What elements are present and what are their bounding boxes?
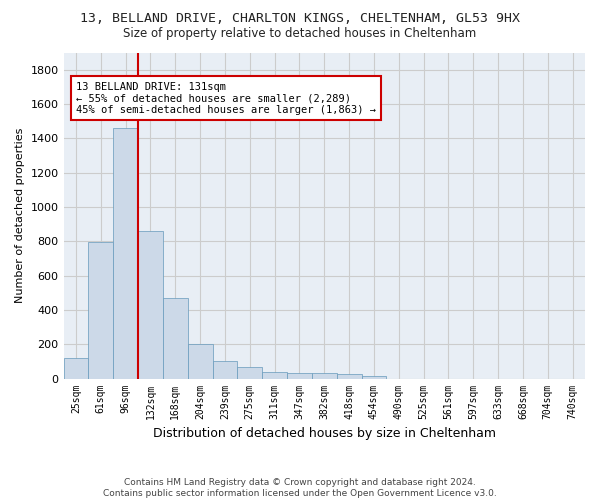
Text: Contains HM Land Registry data © Crown copyright and database right 2024.
Contai: Contains HM Land Registry data © Crown c…: [103, 478, 497, 498]
Text: 13 BELLAND DRIVE: 131sqm
← 55% of detached houses are smaller (2,289)
45% of sem: 13 BELLAND DRIVE: 131sqm ← 55% of detach…: [76, 82, 376, 115]
Bar: [312, 374, 337, 378]
Text: Size of property relative to detached houses in Cheltenham: Size of property relative to detached ho…: [124, 28, 476, 40]
Y-axis label: Number of detached properties: Number of detached properties: [15, 128, 25, 303]
Bar: [113, 128, 138, 378]
Bar: [188, 344, 212, 378]
Bar: [287, 372, 312, 378]
Bar: [262, 372, 287, 378]
Bar: [212, 362, 238, 378]
Bar: [64, 358, 88, 378]
Bar: [337, 374, 362, 378]
Bar: [88, 242, 113, 378]
Bar: [238, 368, 262, 378]
Bar: [138, 231, 163, 378]
Bar: [163, 298, 188, 378]
Text: 13, BELLAND DRIVE, CHARLTON KINGS, CHELTENHAM, GL53 9HX: 13, BELLAND DRIVE, CHARLTON KINGS, CHELT…: [80, 12, 520, 26]
Bar: [362, 376, 386, 378]
X-axis label: Distribution of detached houses by size in Cheltenham: Distribution of detached houses by size …: [153, 427, 496, 440]
